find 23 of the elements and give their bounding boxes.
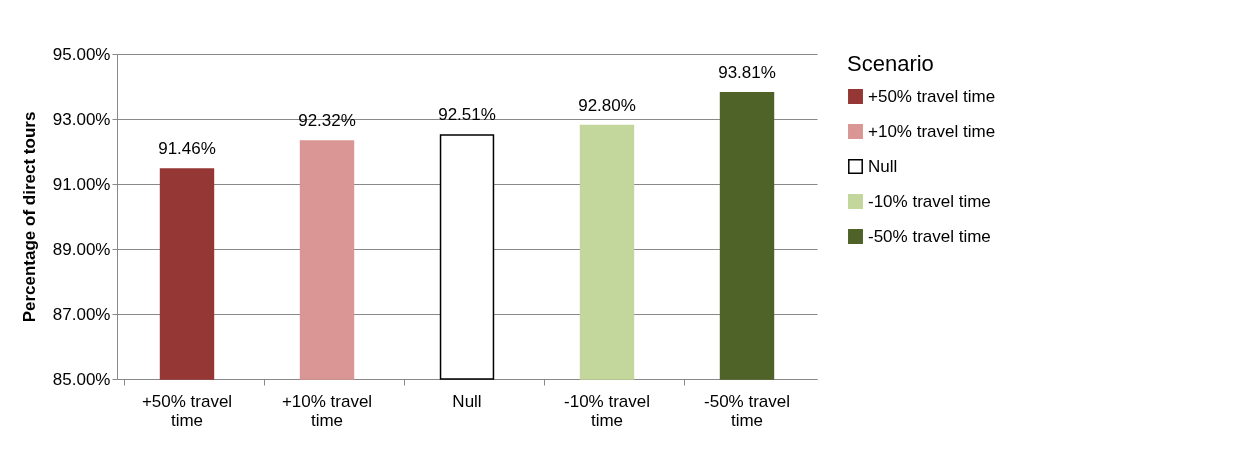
y-tick-label: 89.00% xyxy=(52,239,111,259)
y-tick-label: 85.00% xyxy=(52,369,111,389)
x-tick-label: Null xyxy=(452,391,482,411)
data-label: 92.80% xyxy=(578,95,636,115)
x-tick-label: -10% travel time xyxy=(564,391,650,430)
legend-title: Scenario xyxy=(847,51,934,76)
legend-label: -50% travel time xyxy=(868,226,991,246)
data-label: 91.46% xyxy=(158,139,216,159)
y-tick-label: 93.00% xyxy=(52,109,111,129)
y-axis-title: Percentage of direct tours xyxy=(19,111,39,323)
x-tick-label: +10% travel time xyxy=(281,391,373,430)
legend-label: Null xyxy=(868,156,898,176)
y-tick-label: 91.00% xyxy=(52,174,111,194)
data-label: 93.81% xyxy=(718,62,776,82)
data-label: 92.32% xyxy=(298,111,356,131)
legend-label: -10% travel time xyxy=(868,191,991,211)
y-tick-label: 95.00% xyxy=(52,44,111,64)
x-tick-label: +50% travel time xyxy=(141,391,233,430)
legend-label: +10% travel time xyxy=(868,121,996,141)
x-tick-label: -50% travel time xyxy=(704,391,790,430)
y-tick-label: 87.00% xyxy=(52,304,111,324)
data-label: 92.51% xyxy=(438,104,496,124)
legend-label: +50% travel time xyxy=(868,86,996,106)
